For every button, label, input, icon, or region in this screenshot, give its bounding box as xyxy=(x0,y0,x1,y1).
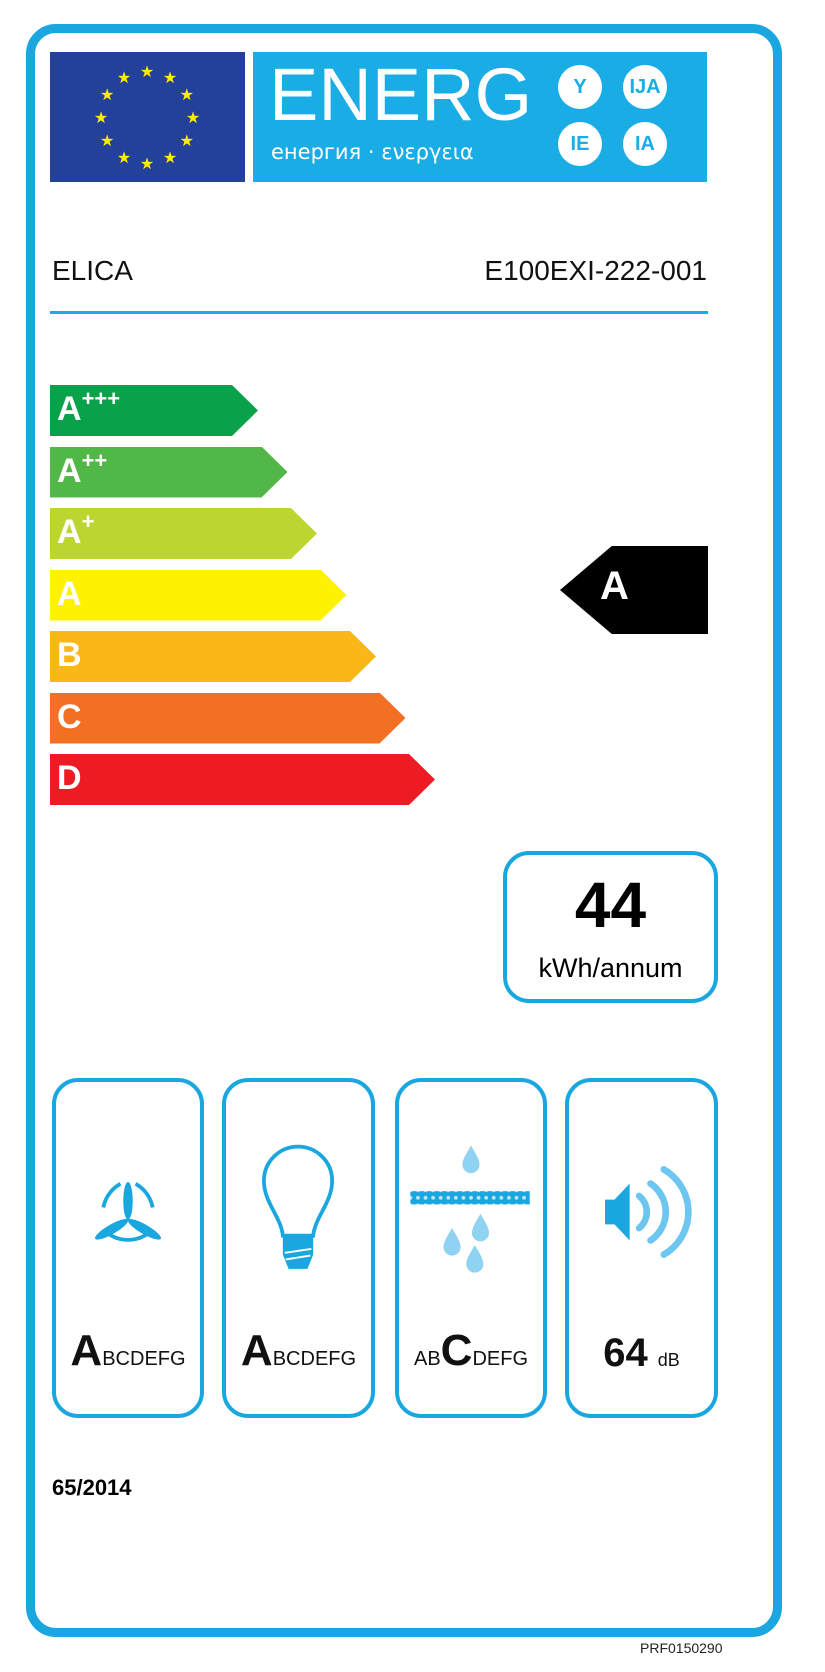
noise-value: 64 dB xyxy=(569,1331,714,1376)
scale-bar-A: A xyxy=(50,570,347,621)
class-letter: D xyxy=(300,1348,315,1370)
consumption-unit: kWh/annum xyxy=(538,953,683,983)
class-letter: D xyxy=(130,1348,145,1370)
class-letter: B xyxy=(102,1348,116,1370)
energy-subtitle: енергия · ενεργεια xyxy=(271,140,474,164)
class-letter: G xyxy=(170,1348,186,1370)
fan-icon xyxy=(95,1181,161,1242)
class-letter: E xyxy=(486,1348,501,1370)
scale-bar-label: B xyxy=(57,636,82,674)
supplier-name: ELICA xyxy=(52,255,133,286)
eu-star: ★ xyxy=(163,68,177,87)
grease-filter-icon xyxy=(410,1145,530,1273)
label-frame xyxy=(26,24,782,1637)
noise-db-unit: dB xyxy=(657,1350,680,1370)
eu-flag: ★ ★ ★ ★ ★ ★ ★ ★ ★ ★ ★ ★ xyxy=(50,52,245,182)
eu-star: ★ xyxy=(117,148,131,167)
eu-star: ★ xyxy=(94,108,108,127)
scale-bar-label: A+++ xyxy=(57,386,121,428)
class-letter: G xyxy=(512,1348,529,1370)
grease-filtering-efficiency-box: ABCDEFG xyxy=(395,1078,547,1418)
selected-class-letter: A xyxy=(70,1326,103,1375)
rating-letter: A xyxy=(600,564,629,608)
label-code: PRF0150290 xyxy=(640,1640,723,1656)
model-identifier: E100EXI-222-001 xyxy=(484,255,707,286)
noise-level-box: 64 dB xyxy=(565,1078,718,1418)
scale-bar-D: D xyxy=(50,754,435,805)
eu-star: ★ xyxy=(180,131,194,150)
speaker-noise-icon xyxy=(605,1166,692,1258)
lighting-efficiency-box: ABCDEFG xyxy=(222,1078,375,1418)
noise-db-value: 64 xyxy=(603,1331,648,1375)
class-letter: E xyxy=(144,1348,158,1370)
selected-class-letter: A xyxy=(240,1326,273,1375)
eu-star: ★ xyxy=(180,85,194,104)
eu-star: ★ xyxy=(140,154,154,173)
class-letter: F xyxy=(500,1348,513,1370)
scale-bar-B: B xyxy=(50,631,376,682)
class-letter: G xyxy=(340,1348,357,1370)
suffix-ie: IE xyxy=(558,122,602,166)
selected-class-letter: C xyxy=(440,1326,473,1375)
scale-bar-Appp: A+++ xyxy=(50,385,258,436)
scale-bar-label: C xyxy=(57,697,82,736)
scale-bar-label: A xyxy=(57,574,82,613)
scale-bar-label: A+ xyxy=(57,509,95,551)
class-letter: E xyxy=(314,1348,329,1370)
eu-star: ★ xyxy=(186,108,200,127)
energy-consumption-box: 44 kWh/annum xyxy=(503,851,718,1003)
class-letter: B xyxy=(272,1348,287,1370)
energy-word: ENERG xyxy=(269,53,533,136)
class-letter: C xyxy=(115,1348,130,1370)
eu-star: ★ xyxy=(163,148,177,167)
header-divider xyxy=(50,311,708,314)
eu-star: ★ xyxy=(100,131,114,150)
class-letter: C xyxy=(286,1348,301,1370)
class-letter: A xyxy=(413,1348,428,1370)
scale-bar-Ap: A+ xyxy=(50,508,317,559)
class-letter: B xyxy=(427,1348,441,1370)
fluid-dynamic-efficiency-box: ABCDEFG xyxy=(52,1078,204,1418)
suffix-y: Y xyxy=(558,65,602,109)
scale-bar-App: A++ xyxy=(50,447,288,498)
eu-star: ★ xyxy=(140,62,154,81)
class-letter: D xyxy=(472,1348,487,1370)
eu-star: ★ xyxy=(100,85,114,104)
regulation-number: 65/2014 xyxy=(52,1475,132,1500)
scale-bar-label: D xyxy=(57,759,82,797)
consumption-value: 44 xyxy=(574,869,647,941)
light-bulb-icon xyxy=(262,1144,335,1269)
class-letter: F xyxy=(157,1348,171,1370)
lighting-class-scale: ABCDEFG xyxy=(226,1326,371,1376)
suffix-ia: IA xyxy=(623,122,667,166)
suffix-ija: IJA xyxy=(623,65,667,109)
fluid-dynamic-class-scale: ABCDEFG xyxy=(56,1326,200,1376)
class-letter: F xyxy=(328,1348,341,1370)
scale-bar-C: C xyxy=(50,693,406,744)
eu-star: ★ xyxy=(117,68,131,87)
grease-filtering-class-scale: ABCDEFG xyxy=(399,1326,543,1376)
scale-bar-label: A++ xyxy=(57,447,108,490)
energy-banner: ENERG енергия · ενεργεια Y IJA IE IA xyxy=(253,52,707,182)
eu-stars-icon: ★★★★★★★★★ ★ ★★ xyxy=(94,62,200,173)
